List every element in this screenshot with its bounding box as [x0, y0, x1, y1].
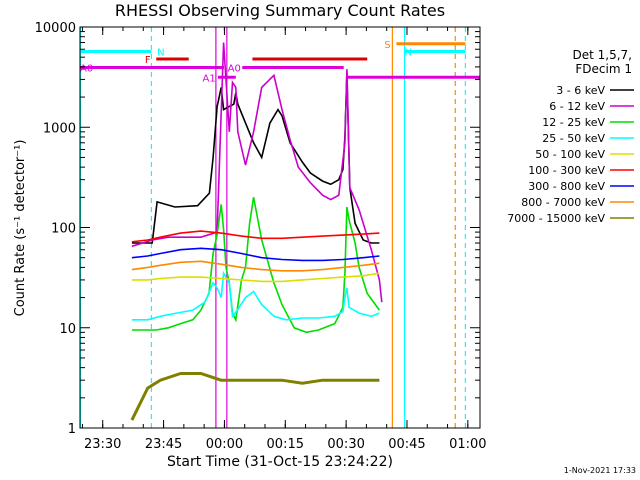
annotation-label-7: A0 — [228, 63, 241, 74]
plot-frame — [79, 26, 481, 429]
x-tick-label-2: 00:00 — [206, 437, 243, 452]
annotations-layer: N N S F A1 A0 A0 — [80, 40, 480, 84]
series-line-6 — [131, 247, 380, 262]
legend-label-2: 12 - 25 keV — [542, 116, 605, 129]
x-tick-label-5: 00:45 — [388, 437, 425, 452]
series-line-8 — [130, 372, 380, 421]
legend: 3 - 6 keV 6 - 12 keV 12 - 25 keV 25 - 50 ke… — [507, 84, 634, 225]
y-tick-label-1: 10 — [59, 322, 76, 337]
legend-label-4: 50 - 100 keV — [535, 148, 605, 161]
legend-label-5: 100 - 300 keV — [528, 164, 605, 177]
legend-label-6: 300 - 800 keV — [528, 180, 605, 193]
vlines-layer — [79, 27, 466, 428]
series-layer — [130, 42, 383, 421]
y-tick-label-0: 1 — [68, 422, 76, 437]
x-tick-label-0: 23:30 — [84, 437, 121, 452]
legend-label-0: 3 - 6 keV — [556, 84, 605, 97]
annotation-label-3: F — [145, 55, 151, 66]
y-tick-label-2: 100 — [51, 222, 76, 237]
series-line-0 — [131, 72, 380, 244]
x-tick-label-4: 00:30 — [327, 437, 364, 452]
legend-label-7: 800 - 7000 keV — [521, 196, 605, 209]
x-tick-label-1: 23:45 — [145, 437, 182, 452]
annotation-label-2: S — [384, 40, 390, 51]
legend-label-3: 25 - 50 keV — [542, 132, 605, 145]
annotation-label-0: N — [157, 47, 164, 58]
series-line-5 — [131, 230, 380, 243]
series-line-1 — [131, 42, 383, 303]
x-axis-label: Start Time (31-Oct-15 23:24:22) — [167, 454, 393, 470]
series-line-7 — [131, 260, 380, 272]
legend-header-line-1: Det 1,5,7, — [572, 48, 633, 62]
footer-timestamp: 1-Nov-2021 17:33 — [563, 466, 636, 475]
x-tick-label-6: 01:00 — [449, 437, 486, 452]
y-axis-label: Count Rate (s⁻¹ detector⁻¹) — [13, 140, 28, 317]
y-tick-label-3: 1000 — [43, 121, 76, 136]
chart-title: RHESSI Observing Summary Count Rates — [114, 1, 446, 20]
legend-label-1: 6 - 12 keV — [549, 100, 605, 113]
x-tick-label-3: 00:15 — [267, 437, 304, 452]
annotation-label-6: A0 — [80, 63, 93, 74]
series-line-4 — [131, 272, 380, 283]
annotation-label-5: A1 — [203, 73, 216, 84]
y-tick-label-4: 10000 — [35, 21, 76, 36]
legend-header-line-2: FDecim 1 — [575, 62, 632, 76]
legend-label-8: 7000 - 15000 keV — [507, 212, 605, 225]
series-line-3 — [131, 270, 380, 321]
annotation-label-1: N — [405, 47, 412, 58]
axes-layer: 23:30 23:45 00:00 00:15 00:30 00:45 01:00 1 10 10… — [35, 21, 487, 452]
